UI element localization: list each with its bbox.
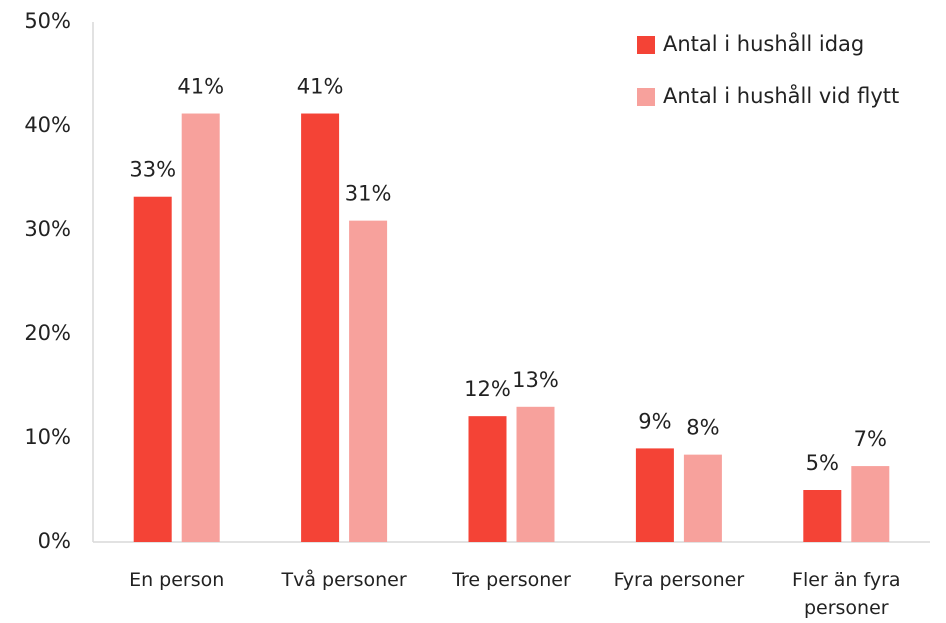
data-label: 5% [806, 451, 839, 475]
data-label: 41% [297, 75, 344, 99]
bar [803, 490, 842, 542]
bar [516, 406, 555, 542]
y-tick-label: 10% [24, 425, 71, 449]
data-label: 13% [512, 368, 559, 392]
legend-label: Antal i hushåll vid flytt [663, 83, 899, 108]
bar [683, 454, 722, 542]
bar [635, 448, 674, 542]
legend-swatch [637, 88, 655, 106]
y-tick-label: 40% [24, 113, 71, 137]
bar [851, 466, 890, 542]
data-label: 41% [177, 75, 224, 99]
data-label: 33% [129, 158, 176, 182]
data-label: 31% [345, 182, 392, 206]
bar [181, 113, 220, 543]
x-tick-label: Tre personer [452, 569, 571, 591]
data-label: 8% [686, 416, 719, 440]
bar [133, 196, 172, 542]
bar [349, 220, 388, 542]
data-label: 7% [854, 427, 887, 451]
legend-label: Antal i hushåll idag [663, 31, 864, 56]
data-label: 9% [638, 409, 671, 433]
x-tick-label: Fyra personer [613, 569, 745, 591]
bar [301, 113, 340, 543]
x-tick-label: Två personer [281, 569, 407, 591]
x-tick-label: En person [129, 569, 225, 591]
data-label: 12% [464, 377, 511, 401]
y-tick-label: 20% [24, 321, 71, 345]
y-tick-label: 0% [38, 529, 71, 553]
x-tick-label: Fler än fyra personer [792, 569, 901, 619]
y-tick-label: 30% [24, 217, 71, 241]
y-tick-label: 50% [24, 9, 71, 33]
bar [468, 416, 507, 542]
legend-swatch [637, 36, 655, 54]
